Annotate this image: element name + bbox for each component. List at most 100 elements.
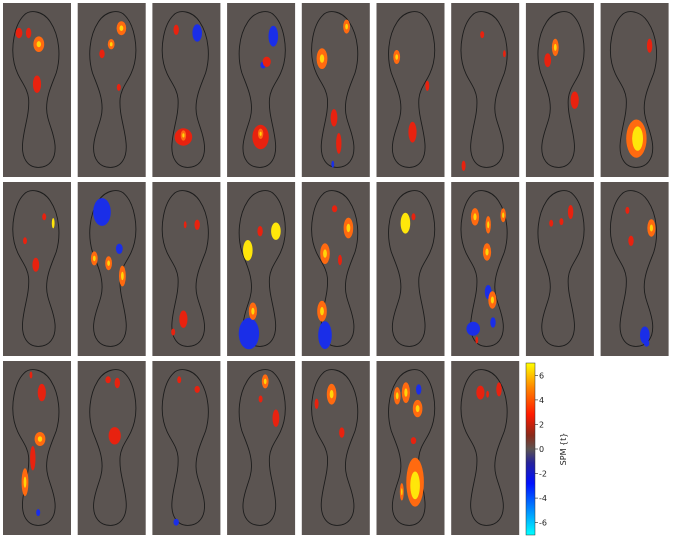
activation-blob-red (646, 38, 653, 53)
activation-blob-blue (36, 509, 41, 517)
activation-blob-blue (192, 24, 202, 42)
foot-panel (152, 182, 220, 356)
foot-panel (601, 3, 669, 177)
foot-outline (239, 12, 285, 168)
activation-blob-red (461, 160, 466, 171)
activation-blob-red (314, 398, 319, 409)
foot-panel (302, 182, 370, 356)
foot-outline (461, 370, 507, 526)
activation-blob-red (486, 390, 489, 398)
activation-peak (182, 133, 185, 138)
panel-background (600, 182, 669, 356)
colorbar-tick-label: 0 (539, 445, 544, 454)
activation-blob-blue (490, 317, 496, 328)
activation-blob-red (544, 53, 552, 68)
activation-blob-blue (115, 243, 123, 254)
colorbar-tick-label: -2 (539, 470, 547, 479)
foot-panel (302, 3, 370, 177)
activation-blob-red (30, 446, 36, 471)
colorbar: 6 4 2 0 -2 -4 -6 SPM {t} (525, 362, 568, 536)
foot-outline (90, 370, 136, 526)
activation-peak (323, 249, 327, 258)
foot-outline (389, 191, 435, 347)
activation-peak (413, 479, 417, 491)
activation-peak (404, 388, 408, 397)
foot-outline (312, 191, 358, 347)
panel-background (77, 361, 146, 535)
panel-background (152, 361, 221, 535)
activation-peak (251, 307, 255, 315)
panel-background (227, 182, 296, 356)
activation-blob-blue (173, 518, 179, 526)
panel-background (376, 361, 445, 535)
foot-panel (227, 361, 295, 535)
foot-outline (13, 191, 59, 347)
activation-peak (107, 260, 110, 266)
activation-peak (415, 405, 420, 413)
activation-blob-red (476, 385, 485, 400)
activation-blob-red (503, 50, 506, 58)
activation-peak (37, 436, 43, 442)
foot-outline (239, 370, 285, 526)
panel-background (3, 361, 71, 535)
panel-background (152, 182, 221, 356)
activation-peak (329, 390, 334, 399)
activation-peak (395, 54, 399, 60)
activation-blob-red (330, 109, 338, 127)
activation-blob-blue (643, 339, 650, 347)
activation-blob-red (183, 221, 187, 229)
activation-peak (635, 133, 640, 144)
activation-blob-red (257, 226, 263, 237)
activation-peak (121, 271, 124, 281)
panel-background (301, 3, 370, 177)
foot-outline (13, 12, 59, 168)
foot-outline (162, 370, 208, 526)
activation-peak (109, 42, 113, 47)
foot-outline (538, 12, 584, 168)
activation-blob-blue (93, 198, 111, 226)
activation-peak (485, 248, 489, 256)
foot-panel-grid (3, 3, 669, 535)
activation-peak (245, 246, 250, 255)
activation-blob-red (171, 328, 176, 336)
activation-blob-blue (466, 321, 480, 336)
colorbar-tick-label: 4 (539, 396, 544, 405)
activation-blob-red (179, 310, 188, 328)
activation-blob-blue (416, 384, 422, 395)
foot-panel (601, 182, 669, 356)
activation-blob-red (23, 237, 27, 245)
foot-panel (3, 3, 71, 177)
activation-blob-red (262, 56, 271, 67)
activation-blob-red (338, 254, 342, 266)
activation-peak (92, 255, 96, 262)
activation-blob-red (559, 218, 564, 226)
activation-blob-red (331, 205, 338, 213)
activation-blob-red (336, 133, 342, 154)
foot-panel (152, 361, 220, 535)
activation-peak (259, 131, 262, 136)
activation-blob-red (29, 371, 33, 379)
foot-outline (461, 191, 507, 347)
activation-blob-red (549, 219, 554, 227)
foot-outline (389, 12, 435, 168)
activation-blob-red (32, 75, 42, 93)
foot-panel (78, 182, 146, 356)
panel-background (525, 3, 594, 177)
foot-outline (312, 370, 358, 526)
activation-peak (649, 224, 653, 232)
activation-peak (401, 488, 403, 496)
activation-peak (320, 307, 324, 316)
foot-outline (538, 191, 584, 347)
panel-background (376, 182, 445, 356)
activation-blob-red (194, 219, 200, 230)
foot-panel (377, 361, 445, 535)
activation-peak (52, 221, 54, 226)
activation-blob-red (116, 83, 121, 91)
activation-blob-red (339, 427, 345, 438)
activation-blob-red (194, 385, 200, 393)
foot-panel (152, 3, 220, 177)
panel-background (77, 3, 146, 177)
activation-blob-red (625, 206, 630, 214)
activation-peak (502, 212, 505, 218)
